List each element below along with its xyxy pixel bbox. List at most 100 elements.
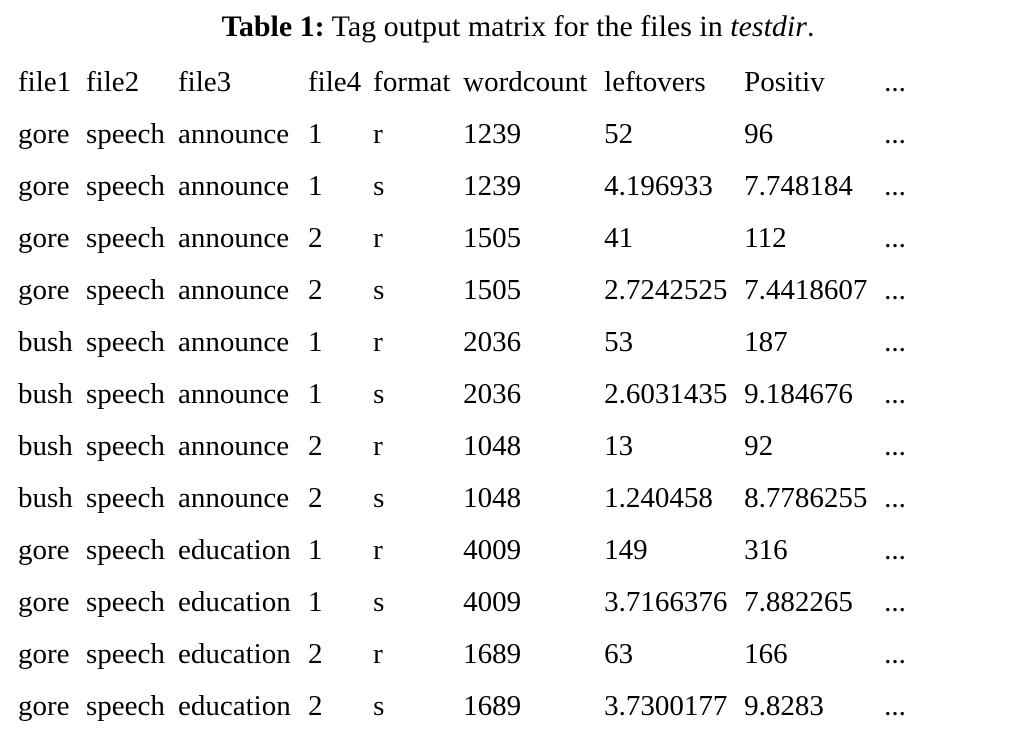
table-header: file1 file2 file3 file4 format wordcount lefto… [14, 56, 918, 108]
cell-file4: 1 [308, 377, 323, 410]
cell-file1: gore [18, 221, 70, 254]
column-header-leftovers: leftovers [604, 65, 706, 98]
cell-file3: education [178, 689, 291, 722]
cell-leftovers: 4.196933 [604, 169, 713, 202]
cell-format: r [373, 325, 383, 358]
cell-positiv: 92 [744, 429, 774, 462]
table-caption: Table 1: Tag output matrix for the files… [0, 8, 1036, 46]
cell-more: ... [884, 481, 906, 514]
column-header-file2: file2 [86, 65, 140, 98]
cell-file4: 2 [308, 429, 323, 462]
cell-file4: 2 [308, 221, 323, 254]
cell-file3: announce [178, 221, 290, 254]
cell-more: ... [884, 689, 906, 722]
cell-format: s [373, 273, 385, 306]
cell-wordcount: 1048 [463, 481, 522, 514]
cell-leftovers: 63 [604, 637, 634, 670]
cell-positiv: 7.748184 [744, 169, 853, 202]
cell-leftovers: 3.7300177 [604, 689, 728, 722]
caption-label: Table 1: [221, 10, 325, 43]
cell-file2: speech [86, 169, 165, 202]
cell-wordcount: 1239 [463, 169, 522, 202]
cell-file1: bush [18, 429, 73, 462]
cell-file2: speech [86, 273, 165, 306]
cell-more: ... [884, 585, 906, 618]
cell-leftovers: 2.6031435 [604, 377, 728, 410]
cell-format: r [373, 533, 383, 566]
cell-positiv: 8.7786255 [744, 481, 868, 514]
cell-wordcount: 1689 [463, 689, 522, 722]
cell-more: ... [884, 377, 906, 410]
cell-file1: gore [18, 637, 70, 670]
cell-leftovers: 52 [604, 117, 634, 150]
caption-end: . [806, 10, 815, 43]
cell-more: ... [884, 221, 906, 254]
cell-file3: announce [178, 117, 290, 150]
cell-leftovers: 1.240458 [604, 481, 713, 514]
cell-file2: speech [86, 377, 165, 410]
cell-file3: announce [178, 273, 290, 306]
cell-leftovers: 2.7242525 [604, 273, 728, 306]
cell-format: s [373, 689, 385, 722]
table-row: bush speech announce 1 r 2036 53 187... [14, 316, 918, 368]
cell-file3: announce [178, 325, 290, 358]
cell-file4: 1 [308, 533, 323, 566]
cell-wordcount: 2036 [463, 377, 522, 410]
cell-wordcount: 1505 [463, 273, 522, 306]
cell-format: s [373, 481, 385, 514]
cell-positiv: 96 [744, 117, 774, 150]
cell-file2: speech [86, 117, 165, 150]
cell-file2: speech [86, 481, 165, 514]
cell-wordcount: 1505 [463, 221, 522, 254]
cell-wordcount: 1239 [463, 117, 522, 150]
cell-more: ... [884, 533, 906, 566]
column-header-file1: file1 [18, 65, 72, 98]
cell-leftovers: 149 [604, 533, 648, 566]
cell-file4: 2 [308, 689, 323, 722]
cell-more: ... [884, 429, 906, 462]
table-row: gore speech education 1 s 4009 3.7166376 7.8822… [14, 576, 918, 628]
cell-file1: gore [18, 533, 70, 566]
cell-leftovers: 53 [604, 325, 634, 358]
cell-file4: 1 [308, 169, 323, 202]
cell-more: ... [884, 273, 906, 306]
cell-positiv: 166 [744, 637, 788, 670]
cell-file3: education [178, 585, 291, 618]
table-row: gore speech education 1 r 4009 149 316... [14, 524, 918, 576]
cell-wordcount: 2036 [463, 325, 522, 358]
column-header-file4: file4 [308, 65, 362, 98]
cell-file2: speech [86, 533, 165, 566]
cell-format: s [373, 377, 385, 410]
cell-more: ... [884, 117, 906, 150]
cell-positiv: 112 [744, 221, 787, 254]
table-row: gore speech education 2 s 1689 3.7300177 9.8283… [14, 680, 918, 732]
table-row: gore speech announce 1 r 1239 52 96... [14, 108, 918, 160]
table-body: gore speech announce 1 r 1239 52 96... gore speec… [14, 108, 918, 732]
caption-text: Tag output matrix for the files in [324, 10, 731, 43]
cell-format: s [373, 169, 385, 202]
cell-file2: speech [86, 325, 165, 358]
cell-file4: 1 [308, 325, 323, 358]
cell-file4: 2 [308, 273, 323, 306]
cell-wordcount: 4009 [463, 533, 522, 566]
cell-file1: gore [18, 117, 70, 150]
cell-file1: bush [18, 325, 73, 358]
cell-file3: education [178, 533, 291, 566]
cell-leftovers: 13 [604, 429, 634, 462]
cell-file4: 2 [308, 481, 323, 514]
cell-format: s [373, 585, 385, 618]
tag-output-matrix: file1 file2 file3 file4 format wordcount lefto… [14, 56, 918, 732]
table-row: gore speech education 2 r 1689 63 166... [14, 628, 918, 680]
cell-file1: bush [18, 481, 73, 514]
cell-file2: speech [86, 585, 165, 618]
cell-file1: gore [18, 689, 70, 722]
cell-file4: 2 [308, 637, 323, 670]
cell-positiv: 316 [744, 533, 788, 566]
cell-file3: education [178, 637, 291, 670]
cell-more: ... [884, 325, 906, 358]
cell-positiv: 9.8283 [744, 689, 824, 722]
cell-file3: announce [178, 377, 290, 410]
cell-file2: speech [86, 689, 165, 722]
cell-positiv: 187 [744, 325, 788, 358]
cell-file3: announce [178, 481, 290, 514]
